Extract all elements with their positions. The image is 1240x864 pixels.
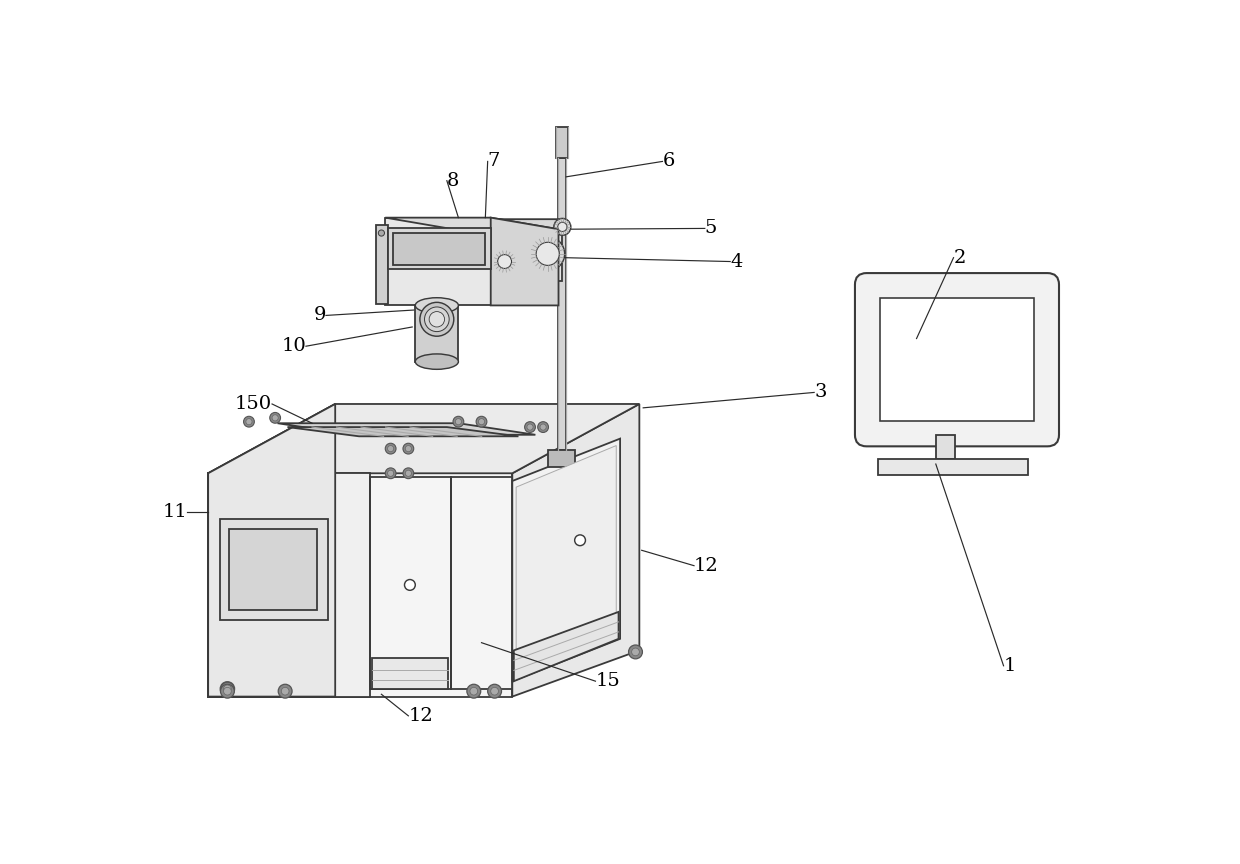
Circle shape — [404, 580, 415, 590]
Text: 12: 12 — [408, 707, 433, 725]
Text: 2: 2 — [954, 249, 966, 267]
Polygon shape — [208, 404, 335, 696]
Polygon shape — [370, 477, 450, 689]
Polygon shape — [388, 228, 491, 270]
Circle shape — [405, 446, 412, 452]
Circle shape — [574, 535, 585, 546]
Polygon shape — [512, 404, 640, 696]
Bar — [936, 435, 955, 460]
Text: 7: 7 — [487, 152, 500, 170]
Polygon shape — [516, 446, 616, 676]
Circle shape — [538, 422, 548, 433]
Polygon shape — [386, 218, 558, 229]
Polygon shape — [229, 529, 317, 610]
Polygon shape — [376, 226, 388, 304]
Circle shape — [405, 470, 412, 476]
Circle shape — [386, 468, 396, 479]
Circle shape — [388, 470, 394, 476]
Polygon shape — [372, 658, 449, 689]
Circle shape — [386, 443, 396, 454]
Circle shape — [467, 684, 481, 698]
Circle shape — [536, 242, 559, 265]
Text: 15: 15 — [595, 672, 620, 690]
Circle shape — [388, 446, 394, 452]
Polygon shape — [219, 519, 327, 619]
Circle shape — [539, 424, 546, 430]
Circle shape — [491, 688, 498, 695]
Text: 4: 4 — [730, 252, 743, 270]
Circle shape — [554, 219, 570, 235]
Circle shape — [278, 684, 293, 698]
Bar — [880, 298, 1034, 421]
Circle shape — [281, 688, 289, 695]
Polygon shape — [490, 219, 563, 229]
Circle shape — [272, 415, 278, 421]
Circle shape — [455, 419, 461, 425]
Circle shape — [531, 237, 564, 270]
Circle shape — [429, 312, 444, 327]
Circle shape — [479, 419, 485, 425]
Circle shape — [487, 684, 501, 698]
Circle shape — [424, 307, 449, 332]
Text: 10: 10 — [281, 337, 306, 355]
Text: 6: 6 — [662, 152, 675, 170]
Circle shape — [558, 222, 567, 232]
Circle shape — [453, 416, 464, 427]
Polygon shape — [490, 229, 563, 281]
Polygon shape — [512, 439, 620, 681]
Circle shape — [497, 255, 512, 269]
Circle shape — [525, 422, 536, 433]
Polygon shape — [558, 157, 567, 450]
Polygon shape — [288, 427, 518, 436]
Polygon shape — [557, 127, 568, 157]
Polygon shape — [208, 473, 370, 696]
Polygon shape — [386, 218, 491, 305]
Circle shape — [403, 443, 414, 454]
Circle shape — [243, 416, 254, 427]
Polygon shape — [491, 218, 558, 305]
Text: 150: 150 — [234, 395, 272, 413]
Circle shape — [378, 230, 384, 236]
Polygon shape — [548, 450, 575, 467]
Ellipse shape — [415, 298, 459, 313]
Polygon shape — [208, 473, 512, 696]
Circle shape — [420, 302, 454, 336]
Circle shape — [629, 645, 642, 659]
Text: 8: 8 — [446, 172, 459, 190]
Circle shape — [527, 424, 533, 430]
Circle shape — [270, 412, 280, 423]
Polygon shape — [278, 423, 536, 435]
Text: 5: 5 — [704, 219, 717, 238]
Circle shape — [223, 688, 231, 695]
Ellipse shape — [415, 354, 459, 369]
Circle shape — [494, 251, 516, 272]
Polygon shape — [208, 404, 640, 473]
Circle shape — [470, 688, 477, 695]
Polygon shape — [415, 305, 459, 362]
Text: 11: 11 — [162, 503, 187, 521]
Circle shape — [223, 685, 231, 693]
Circle shape — [246, 419, 252, 425]
Polygon shape — [208, 404, 335, 696]
Text: 1: 1 — [1003, 657, 1016, 675]
Polygon shape — [450, 477, 512, 689]
Circle shape — [221, 684, 234, 698]
Polygon shape — [393, 233, 485, 265]
Bar — [878, 460, 1028, 475]
Circle shape — [631, 648, 640, 656]
Polygon shape — [513, 612, 619, 681]
Text: 9: 9 — [314, 307, 326, 324]
Circle shape — [221, 682, 234, 696]
Circle shape — [476, 416, 487, 427]
Text: 12: 12 — [694, 556, 719, 575]
FancyBboxPatch shape — [854, 273, 1059, 447]
Circle shape — [403, 468, 414, 479]
Text: 3: 3 — [815, 384, 827, 402]
